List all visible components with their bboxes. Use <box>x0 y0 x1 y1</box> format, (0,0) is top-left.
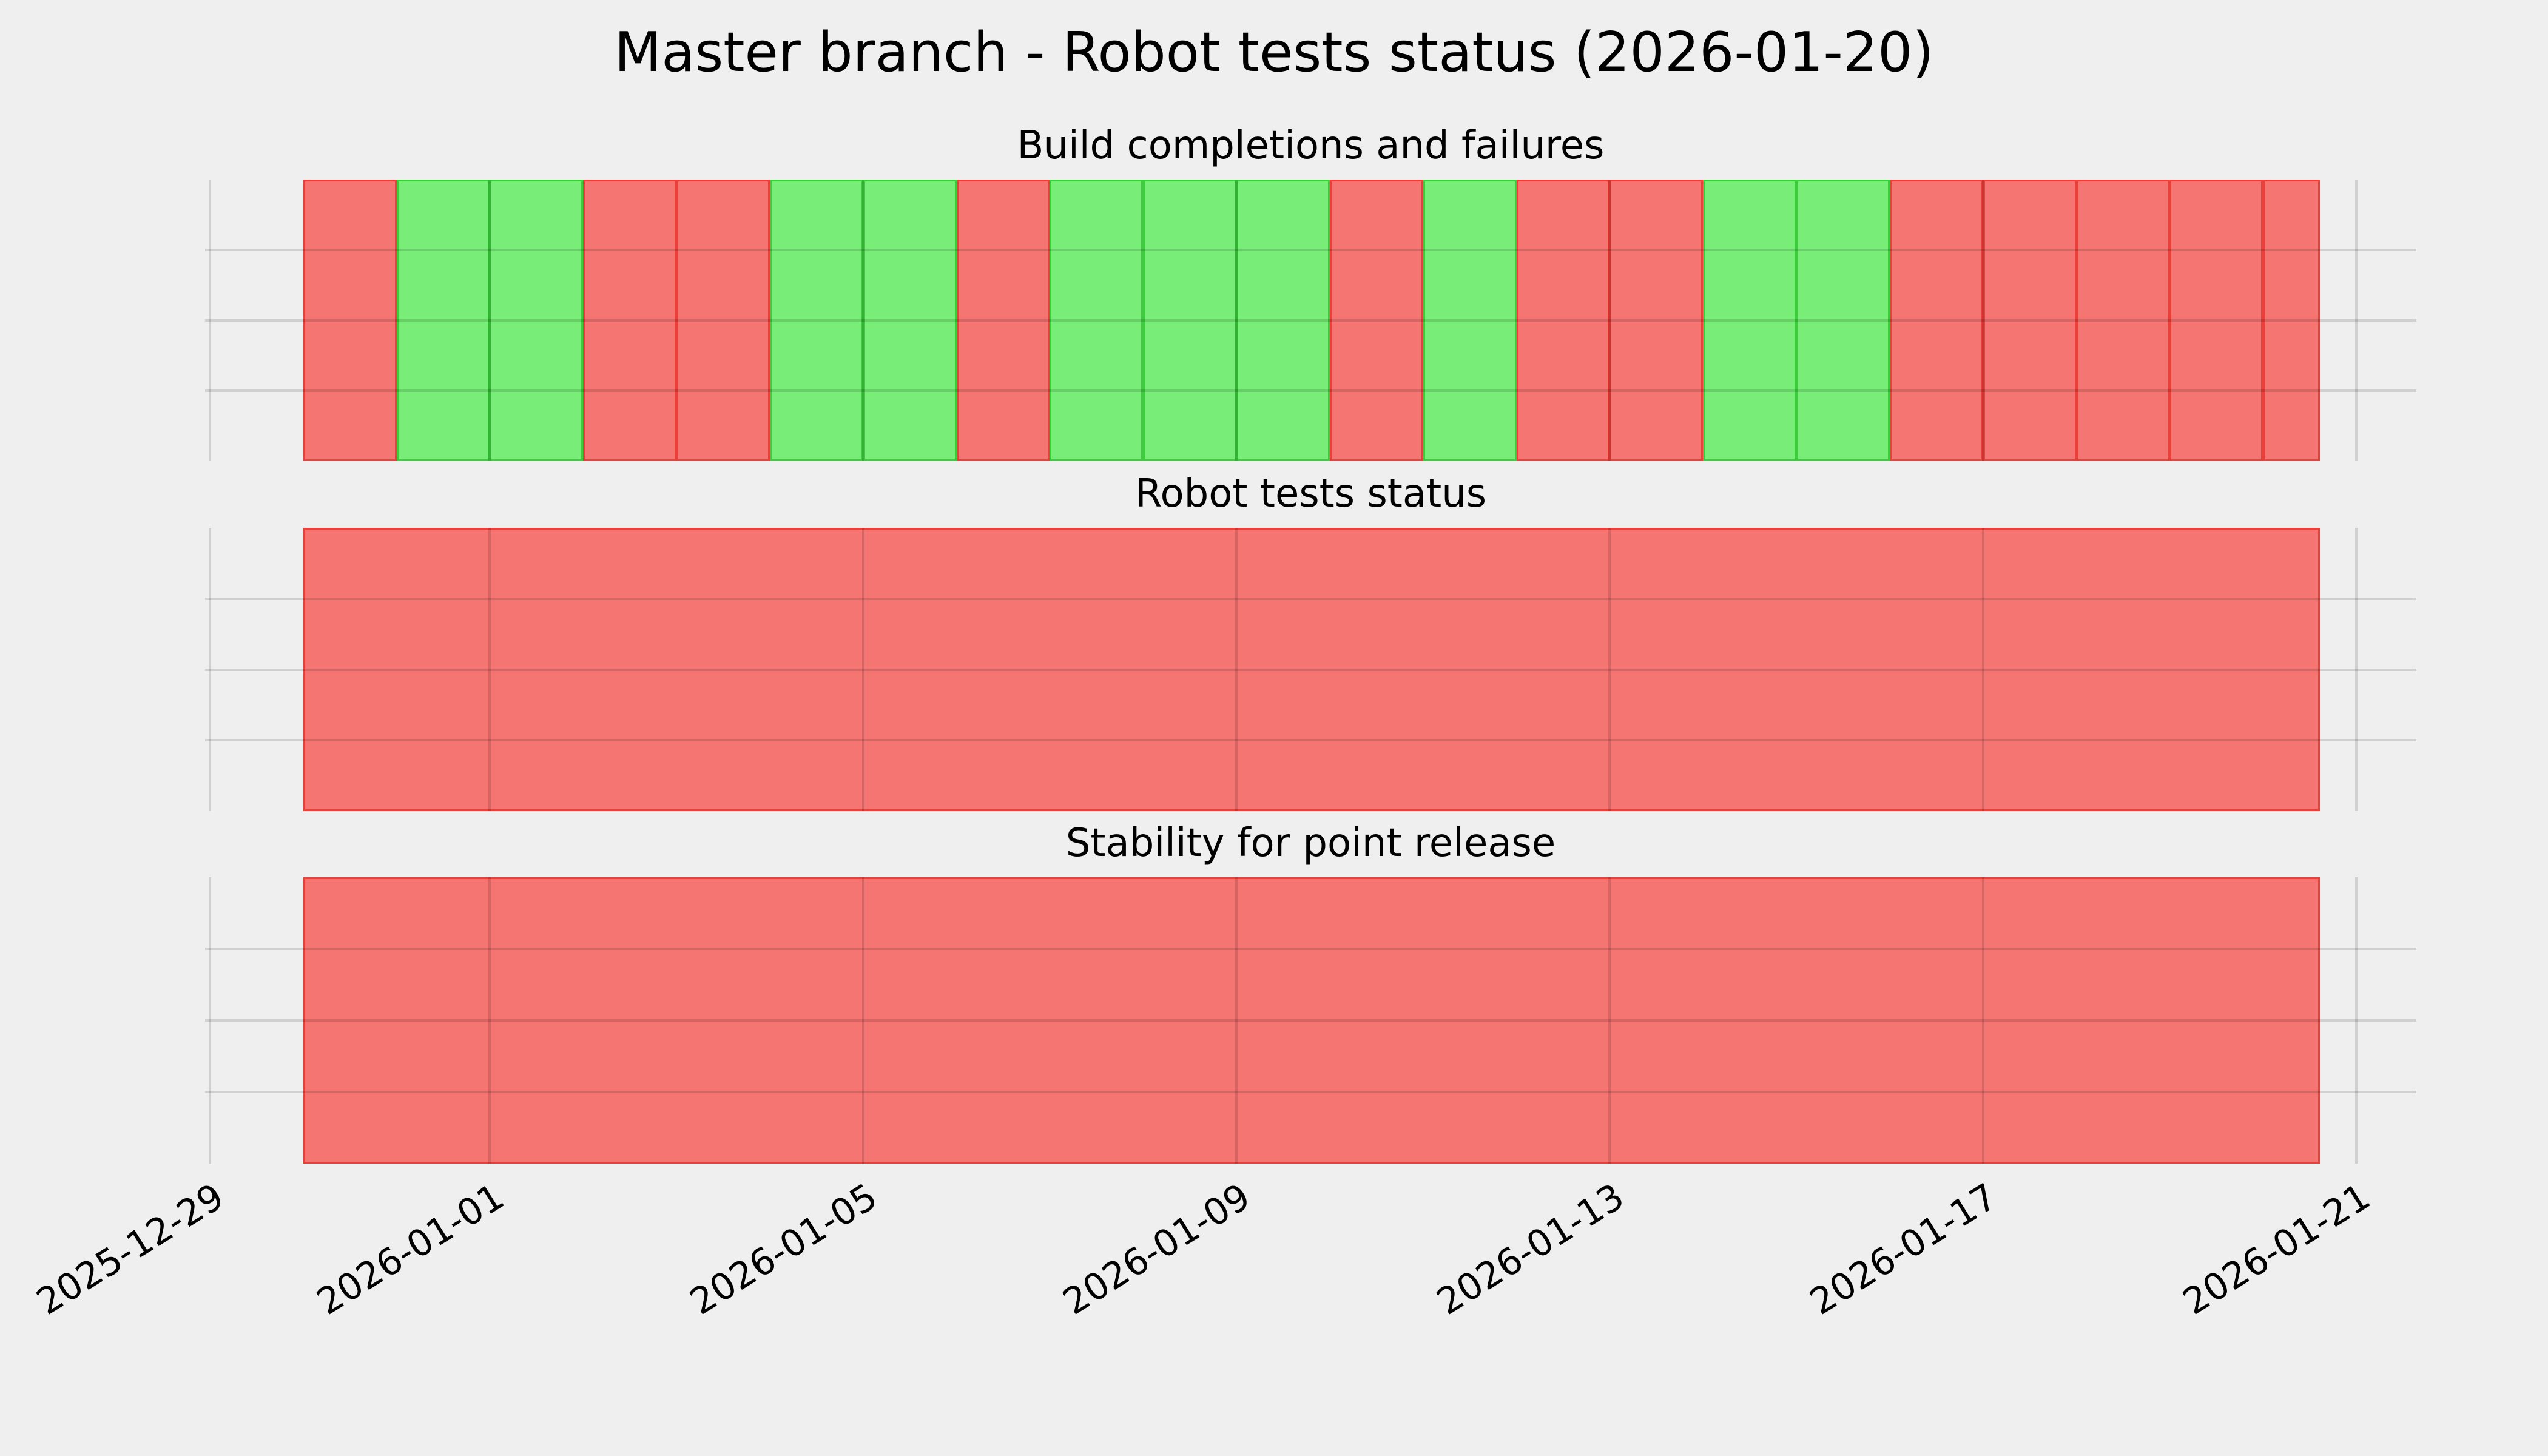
status-cell-2026-01-08 <box>1143 180 1237 461</box>
subplot-title-robot-tests: Robot tests status <box>1134 471 1487 516</box>
grid-line-vertical <box>1235 877 1238 1164</box>
grid-line-vertical <box>1608 180 1611 461</box>
grid-line-vertical <box>209 877 211 1164</box>
status-cell-2026-01-04 <box>769 180 863 461</box>
grid-line-vertical <box>488 528 491 811</box>
grid-line-horizontal <box>205 249 2416 251</box>
grid-line-vertical <box>488 877 491 1164</box>
grid-line-horizontal <box>205 597 2416 600</box>
grid-line-vertical <box>2355 528 2358 811</box>
x-tick-label: 2026-01-09 <box>1056 1175 1258 1324</box>
grid-line-vertical <box>209 180 211 461</box>
status-cell-2026-01-01 <box>490 180 584 461</box>
x-tick-label: 2026-01-13 <box>1429 1175 1631 1324</box>
grid-line-horizontal <box>205 1019 2416 1022</box>
plot-build-completions <box>205 180 2416 461</box>
x-tick-label: 2026-01-17 <box>1802 1175 2005 1324</box>
status-cell-2026-01-13 <box>1609 180 1704 461</box>
status-cell-2026-01-03 <box>676 180 770 461</box>
status-cell-2026-01-10 <box>1329 180 1423 461</box>
status-cell-2025-12-31 <box>396 180 490 461</box>
grid-line-horizontal <box>205 319 2416 322</box>
grid-line-vertical <box>1981 877 1984 1164</box>
x-tick-label: 2026-01-01 <box>309 1175 511 1324</box>
status-cell-2026-01-09 <box>1236 180 1330 461</box>
grid-line-vertical <box>1608 877 1611 1164</box>
figure-title: Master branch - Robot tests status (2026… <box>614 21 1934 84</box>
grid-line-vertical <box>209 528 211 811</box>
grid-line-vertical <box>1981 180 1984 461</box>
grid-line-vertical <box>861 180 864 461</box>
grid-line-vertical <box>2355 877 2358 1164</box>
status-cell-2026-01-05 <box>863 180 957 461</box>
grid-line-horizontal <box>205 739 2416 742</box>
status-cell-2026-01-06 <box>956 180 1050 461</box>
grid-line-vertical <box>1235 528 1238 811</box>
status-cell-2026-01-20 <box>2263 180 2320 461</box>
status-span-fail <box>303 877 2320 1164</box>
grid-line-vertical <box>861 528 864 811</box>
x-tick-label: 2026-01-05 <box>682 1175 885 1324</box>
subplot-title-build-completions: Build completions and failures <box>1017 123 1605 168</box>
status-cell-2026-01-17 <box>1983 180 2077 461</box>
plot-stability <box>205 877 2416 1164</box>
grid-line-vertical <box>1981 528 1984 811</box>
status-cell-2026-01-18 <box>2076 180 2170 461</box>
status-cell-2026-01-19 <box>2169 180 2263 461</box>
status-cell-2026-01-14 <box>1703 180 1797 461</box>
status-cell-2026-01-16 <box>1889 180 1983 461</box>
subplot-title-stability: Stability for point release <box>1065 821 1556 866</box>
status-cell-2026-01-15 <box>1796 180 1890 461</box>
grid-line-vertical <box>1235 180 1238 461</box>
grid-line-horizontal <box>205 389 2416 392</box>
grid-line-vertical <box>1608 528 1611 811</box>
grid-line-vertical <box>488 180 491 461</box>
grid-line-vertical <box>861 877 864 1164</box>
grid-line-vertical <box>2355 180 2358 461</box>
status-cell-2026-01-07 <box>1050 180 1144 461</box>
status-cell-2025-12-30 <box>303 180 397 461</box>
grid-line-horizontal <box>205 948 2416 950</box>
status-cell-2026-01-12 <box>1516 180 1610 461</box>
grid-line-horizontal <box>205 1091 2416 1093</box>
grid-line-horizontal <box>205 668 2416 671</box>
status-span-fail <box>303 528 2320 811</box>
status-cell-2026-01-02 <box>583 180 677 461</box>
x-tick-label: 2025-12-29 <box>29 1175 232 1324</box>
x-tick-label: 2026-01-21 <box>2176 1175 2378 1324</box>
plot-robot-tests <box>205 528 2416 811</box>
status-cell-2026-01-11 <box>1423 180 1517 461</box>
